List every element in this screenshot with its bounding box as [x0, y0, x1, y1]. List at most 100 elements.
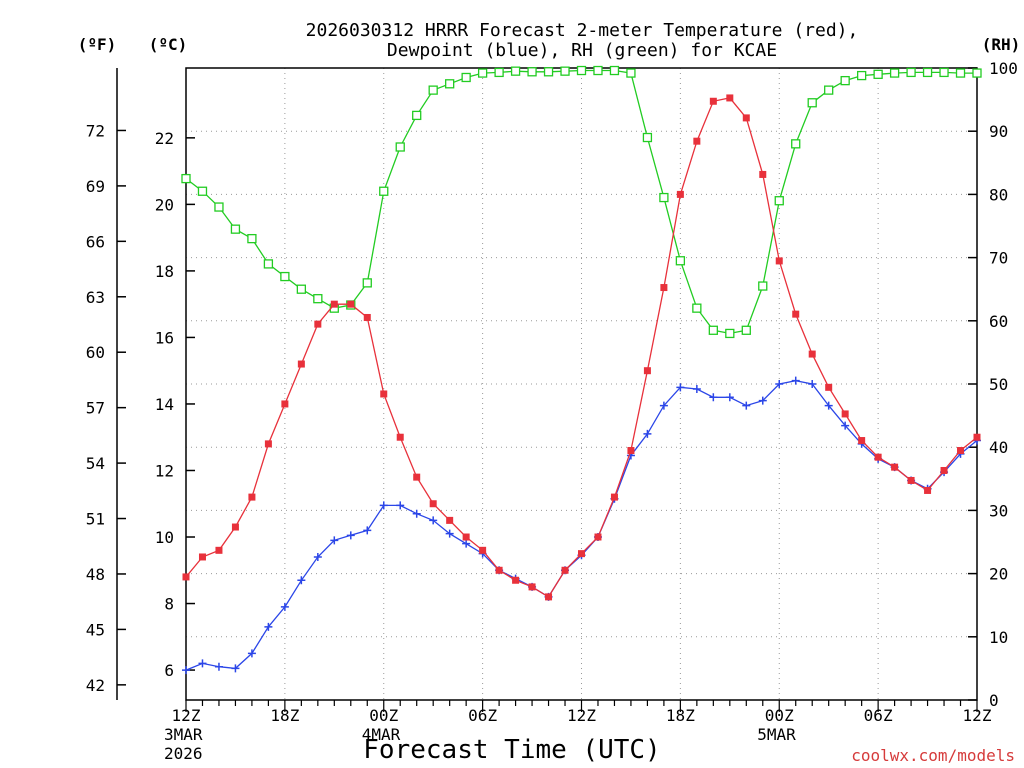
temperature-point	[709, 97, 717, 105]
temperature-point	[808, 350, 816, 358]
temperature-point	[413, 473, 421, 481]
fahrenheit-tick-label: 48	[86, 565, 105, 584]
temperature-point	[726, 94, 734, 102]
rh-point	[675, 256, 686, 266]
dewpoint-point	[198, 659, 207, 668]
temperature-point	[891, 463, 899, 471]
temperature-point	[314, 320, 322, 328]
rh-point	[906, 67, 916, 78]
celsius-axis: 6 8 10 12 14 16 18 20 22	[155, 129, 195, 680]
date-label: 3MAR	[164, 725, 203, 744]
rh-point	[395, 142, 405, 152]
temperature-point	[248, 493, 256, 501]
dewpoint-point	[313, 552, 322, 561]
year-label: 2026	[164, 744, 203, 763]
rh-point	[494, 67, 504, 78]
rh-axis: 0 10 20 30 40 50 60 70 80 90 100	[968, 59, 1018, 710]
temperature-point	[775, 257, 783, 265]
rh-point	[708, 325, 718, 335]
celsius-tick-label: 22	[155, 129, 174, 148]
temperature-point	[462, 533, 470, 541]
dewpoint-point	[297, 576, 306, 585]
rh-point	[856, 70, 867, 81]
dewpoint-point	[676, 383, 685, 392]
rh-point	[296, 284, 307, 294]
temperature-point	[759, 170, 767, 178]
temperature-point	[940, 466, 948, 474]
dewpoint-point	[379, 501, 388, 510]
dewpoint-point	[182, 666, 190, 675]
rh-point	[362, 278, 372, 288]
temperature-point	[627, 447, 635, 455]
temperature-point	[495, 566, 503, 574]
grid-lines	[186, 68, 977, 700]
celsius-unit-label: (ºC)	[149, 35, 188, 54]
dewpoint-point	[841, 421, 850, 430]
rh-point	[412, 110, 422, 121]
temperature-point	[643, 367, 651, 375]
rh-point	[280, 271, 290, 282]
dewpoint-point	[659, 401, 668, 410]
rh-point	[214, 202, 224, 212]
temperature-point	[545, 593, 553, 601]
dewpoint-point	[264, 622, 273, 631]
credit-text[interactable]: coolwx.com/models	[851, 746, 1015, 765]
temperature-point	[297, 360, 305, 368]
dewpoint-point	[462, 539, 471, 548]
temperature-point	[347, 300, 355, 308]
celsius-tick-label: 6	[164, 661, 174, 680]
celsius-tick-label: 8	[164, 595, 174, 614]
dewpoint-point	[692, 384, 701, 393]
temperature-point	[281, 400, 289, 408]
rh-point	[197, 186, 208, 196]
dewpoint-point	[709, 393, 718, 402]
time-tick-label: 00Z	[369, 706, 398, 725]
fahrenheit-tick-label: 66	[86, 232, 105, 251]
dewpoint-point	[758, 396, 767, 405]
dewpoint-point	[742, 401, 751, 410]
rh-point	[807, 98, 817, 108]
rh-tick-label: 70	[989, 249, 1008, 268]
dewpoint-point	[775, 380, 784, 388]
dewpoint-point	[280, 602, 289, 611]
rh-tick-label: 100	[989, 59, 1018, 78]
x-axis-title: Forecast Time (UTC)	[363, 735, 660, 765]
rh-tick-label: 90	[989, 122, 1008, 141]
rh-point	[313, 294, 323, 304]
rh-point	[560, 66, 570, 76]
rh-point	[527, 67, 537, 77]
temperature-point	[561, 566, 569, 574]
time-tick-label: 18Z	[666, 706, 695, 725]
time-tick-label: 12Z	[567, 706, 596, 725]
fahrenheit-tick-label: 42	[86, 676, 105, 695]
dewpoint-point	[429, 516, 438, 525]
rh-point	[461, 72, 471, 83]
temperature-point	[578, 550, 585, 558]
dewpoint-point	[247, 649, 256, 658]
temperature-point	[429, 500, 437, 508]
chart-title-line-1: 2026030312 HRRR Forecast 2-meter Tempera…	[306, 20, 859, 41]
dewpoint-point	[412, 509, 421, 518]
fahrenheit-tick-label: 54	[86, 454, 105, 473]
rh-point	[659, 192, 669, 203]
celsius-tick-label: 16	[155, 328, 174, 347]
rh-point	[181, 173, 191, 184]
rh-point	[543, 67, 554, 77]
temperature-point	[182, 573, 190, 581]
temperature-point	[924, 486, 932, 494]
dewpoint-point	[725, 393, 734, 402]
rh-point	[445, 79, 455, 89]
temperature-point	[396, 433, 404, 441]
time-tick-label: 06Z	[864, 706, 893, 725]
rh-tick-label: 40	[989, 438, 1008, 457]
celsius-tick-label: 10	[155, 528, 174, 547]
temperature-point	[380, 390, 388, 398]
chart-title-line-2: Dewpoint (blue), RH (green) for KCAE	[387, 40, 777, 61]
rh-series	[181, 65, 982, 339]
rh-point	[593, 65, 603, 76]
dewpoint-point	[791, 376, 800, 385]
time-tick-label: 12Z	[172, 706, 201, 725]
fahrenheit-tick-label: 45	[86, 620, 105, 639]
